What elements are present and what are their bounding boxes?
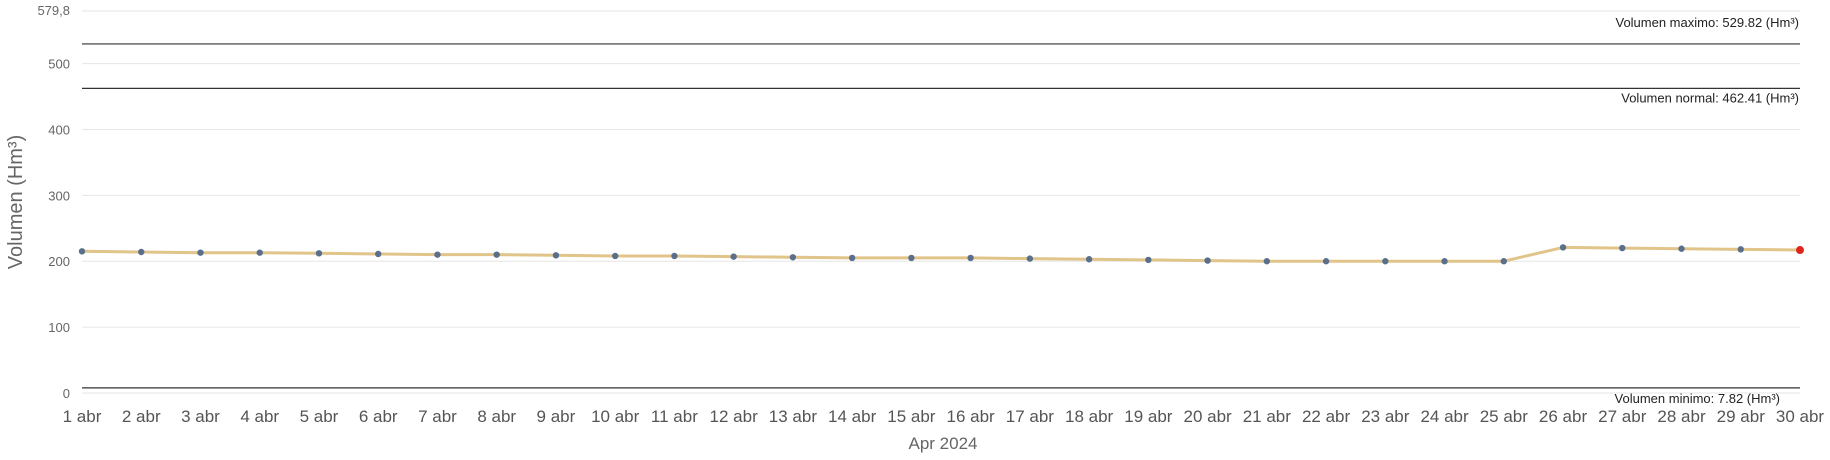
- y-axis-label: Volumen (Hm³): [5, 135, 27, 269]
- x-tick-label: 8 abr: [477, 407, 516, 426]
- x-tick-label: 13 abr: [769, 407, 818, 426]
- data-point[interactable]: [1204, 257, 1211, 264]
- data-point[interactable]: [1619, 244, 1626, 252]
- x-tick-label: 23 abr: [1361, 407, 1410, 426]
- y-tick-label: 500: [48, 57, 70, 72]
- data-point[interactable]: [493, 251, 500, 258]
- x-tick-label: 18 abr: [1065, 407, 1114, 426]
- x-tick-label: 11 abr: [651, 407, 698, 426]
- data-point[interactable]: [1382, 258, 1389, 265]
- data-point[interactable]: [197, 249, 204, 256]
- data-point[interactable]: [78, 248, 86, 255]
- x-tick-label: 3 abr: [181, 407, 220, 426]
- data-point[interactable]: [256, 249, 263, 256]
- data-point[interactable]: [908, 254, 915, 262]
- y-tick-label: 0: [63, 386, 70, 401]
- x-tick-label: 28 abr: [1657, 407, 1706, 426]
- data-point[interactable]: [730, 253, 737, 260]
- data-point[interactable]: [1026, 255, 1034, 262]
- reference-label-normal: Volumen normal: 462.41 (Hm³): [1621, 90, 1799, 105]
- y-tick-top: 579,8: [37, 3, 70, 18]
- series-volume: [78, 244, 1804, 265]
- data-point[interactable]: [1737, 246, 1744, 253]
- y-axis-ticks: 579,8 0 100 200 300 400 500: [37, 3, 70, 401]
- data-point[interactable]: [138, 248, 145, 256]
- x-tick-label: 16 abr: [947, 407, 996, 426]
- x-tick-label: 25 abr: [1480, 407, 1529, 426]
- data-point[interactable]: [1263, 258, 1271, 265]
- x-tick-label: 20 abr: [1183, 407, 1232, 426]
- x-axis-ticks: 1 abr 2 abr 3 abr 4 abr 5 abr 6 abr 7 abr 8 abr…: [63, 407, 1825, 426]
- x-tick-label: 10 abr: [591, 407, 640, 426]
- x-tick-label: 9 abr: [537, 407, 576, 426]
- x-tick-label: 2 abr: [122, 407, 161, 426]
- x-tick-label: 7 abr: [418, 407, 457, 426]
- data-point[interactable]: [1145, 256, 1152, 264]
- x-tick-label: 19 abr: [1124, 407, 1173, 426]
- data-point[interactable]: [967, 254, 974, 262]
- data-point-last[interactable]: [1796, 246, 1804, 255]
- x-tick-label: 5 abr: [300, 407, 339, 426]
- series-line: [81, 245, 1801, 263]
- y-tick-label: 300: [48, 188, 70, 203]
- data-point[interactable]: [552, 252, 560, 259]
- x-tick-label: 24 abr: [1420, 407, 1469, 426]
- y-tick-label: 100: [48, 320, 70, 335]
- data-point[interactable]: [1500, 258, 1507, 265]
- y-tick-label: 200: [48, 254, 70, 269]
- x-tick-label: 27 abr: [1598, 407, 1647, 426]
- data-point[interactable]: [375, 250, 382, 258]
- x-tick-label: 1 abr: [63, 407, 102, 426]
- data-point[interactable]: [1085, 256, 1093, 263]
- data-point[interactable]: [1559, 244, 1567, 251]
- reference-lines: Volumen maximo: 529.82 (Hm³) Volumen norm…: [82, 15, 1800, 406]
- y-tick-label: 400: [48, 122, 70, 137]
- reference-label-min: Volumen minimo: 7.82 (Hm³): [1615, 391, 1780, 406]
- x-tick-label: 21 abr: [1243, 407, 1292, 426]
- x-tick-label: 14 abr: [828, 407, 877, 426]
- x-axis-label: Apr 2024: [909, 434, 978, 453]
- x-tick-label: 26 abr: [1539, 407, 1588, 426]
- x-tick-label: 15 abr: [887, 407, 936, 426]
- data-point[interactable]: [671, 252, 678, 260]
- data-point[interactable]: [848, 254, 856, 262]
- x-tick-label: 12 abr: [710, 407, 759, 426]
- x-tick-label: 22 abr: [1302, 407, 1351, 426]
- data-point[interactable]: [1678, 245, 1685, 252]
- x-tick-label: 6 abr: [359, 407, 398, 426]
- data-point[interactable]: [315, 250, 323, 257]
- data-point[interactable]: [611, 252, 619, 260]
- data-point[interactable]: [1322, 258, 1330, 265]
- data-point[interactable]: [1441, 258, 1448, 265]
- data-point[interactable]: [789, 254, 797, 261]
- grid-lines: [82, 10, 1800, 394]
- x-tick-label: 30 abr: [1776, 407, 1825, 426]
- x-tick-label: 4 abr: [240, 407, 279, 426]
- reference-label-max: Volumen maximo: 529.82 (Hm³): [1615, 15, 1799, 30]
- x-tick-label: 17 abr: [1006, 407, 1055, 426]
- x-tick-label: 29 abr: [1717, 407, 1766, 426]
- data-point[interactable]: [434, 251, 441, 258]
